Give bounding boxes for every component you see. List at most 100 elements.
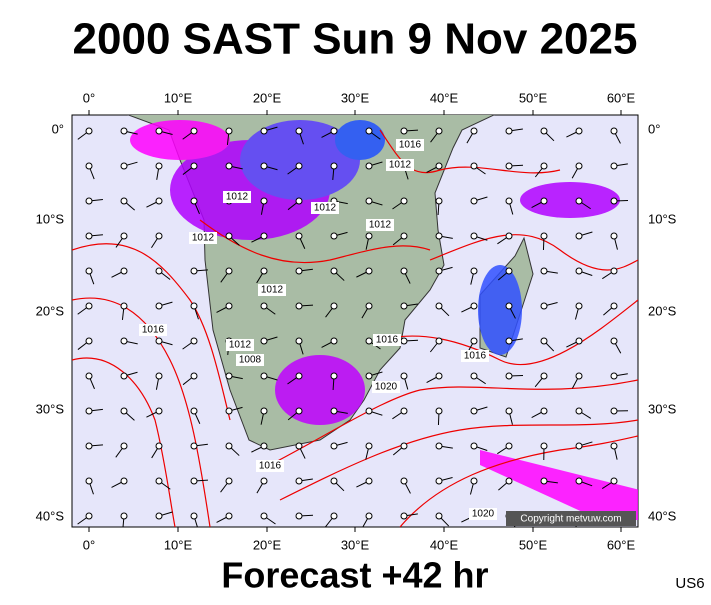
lat-label: 0°: [648, 121, 660, 136]
calm: [226, 163, 232, 169]
calm: [576, 268, 582, 274]
calm: [576, 128, 582, 134]
calm: [436, 128, 442, 134]
calm: [191, 198, 197, 204]
calm: [541, 373, 547, 379]
calm: [366, 163, 372, 169]
calm: [506, 163, 512, 169]
calm: [576, 233, 582, 239]
lat-label: 30°S: [648, 401, 677, 416]
calm: [86, 163, 92, 169]
calm: [226, 513, 232, 519]
calm: [541, 198, 547, 204]
calm: [121, 478, 127, 484]
calm: [226, 233, 232, 239]
calm: [401, 128, 407, 134]
calm: [296, 408, 302, 414]
calm: [296, 338, 302, 344]
calm: [541, 408, 547, 414]
calm: [576, 408, 582, 414]
calm: [611, 478, 617, 484]
calm: [541, 338, 547, 344]
calm: [296, 303, 302, 309]
calm: [436, 303, 442, 309]
calm: [261, 233, 267, 239]
calm: [576, 478, 582, 484]
calm: [366, 128, 372, 134]
isobar-label: 1012: [261, 285, 284, 296]
calm: [471, 233, 477, 239]
calm: [261, 513, 267, 519]
calm: [226, 373, 232, 379]
calm: [471, 478, 477, 484]
calm: [191, 268, 197, 274]
lat-label: 40°S: [36, 508, 65, 523]
calm: [191, 443, 197, 449]
calm: [471, 338, 477, 344]
calm: [121, 233, 127, 239]
calm: [331, 268, 337, 274]
calm: [296, 233, 302, 239]
calm: [611, 408, 617, 414]
calm: [191, 373, 197, 379]
calm: [436, 478, 442, 484]
calm: [401, 268, 407, 274]
calm: [506, 128, 512, 134]
calm: [436, 268, 442, 274]
calm: [506, 373, 512, 379]
lat-label: 30°S: [36, 401, 65, 416]
calm: [541, 233, 547, 239]
calm: [226, 408, 232, 414]
calm: [436, 373, 442, 379]
lon-label: 60°E: [607, 90, 636, 105]
calm: [401, 443, 407, 449]
calm: [471, 408, 477, 414]
calm: [541, 128, 547, 134]
calm: [366, 338, 372, 344]
lon-label: 50°E: [519, 537, 548, 552]
calm: [401, 198, 407, 204]
lat-label: 20°S: [648, 303, 677, 318]
isobar-label: 1012: [389, 160, 412, 171]
calm: [401, 408, 407, 414]
lat-label: 40°S: [648, 508, 677, 523]
calm: [401, 303, 407, 309]
lat-label: 0°: [52, 121, 64, 136]
calm: [331, 373, 337, 379]
lon-label: 20°E: [253, 537, 282, 552]
calm: [401, 233, 407, 239]
calm: [296, 268, 302, 274]
calm: [576, 373, 582, 379]
lon-label: 30°E: [341, 90, 370, 105]
calm: [261, 128, 267, 134]
calm: [366, 373, 372, 379]
calm: [121, 513, 127, 519]
calm: [261, 443, 267, 449]
isobar-label: 1012: [369, 220, 392, 231]
forecast: Forecast +42 hr: [221, 555, 488, 596]
calm: [436, 198, 442, 204]
calm: [226, 303, 232, 309]
lon-label: 40°E: [430, 90, 459, 105]
calm: [121, 408, 127, 414]
isobar-label: 1020: [375, 382, 398, 393]
calm: [296, 478, 302, 484]
calm: [156, 128, 162, 134]
lon-label: 10°E: [164, 90, 193, 105]
copyright: Copyright metvuw.com: [520, 514, 621, 525]
isobar-label: 1016: [142, 325, 165, 336]
calm: [541, 163, 547, 169]
isobar-label: 1016: [376, 335, 399, 346]
calm: [506, 198, 512, 204]
lat-label: 10°S: [36, 211, 65, 226]
calm: [86, 443, 92, 449]
calm: [576, 198, 582, 204]
calm: [576, 443, 582, 449]
calm: [121, 373, 127, 379]
calm: [261, 373, 267, 379]
isobar-label: 1016: [399, 140, 422, 151]
calm: [611, 303, 617, 309]
calm: [436, 163, 442, 169]
calm: [366, 268, 372, 274]
lon-label: 30°E: [341, 537, 370, 552]
